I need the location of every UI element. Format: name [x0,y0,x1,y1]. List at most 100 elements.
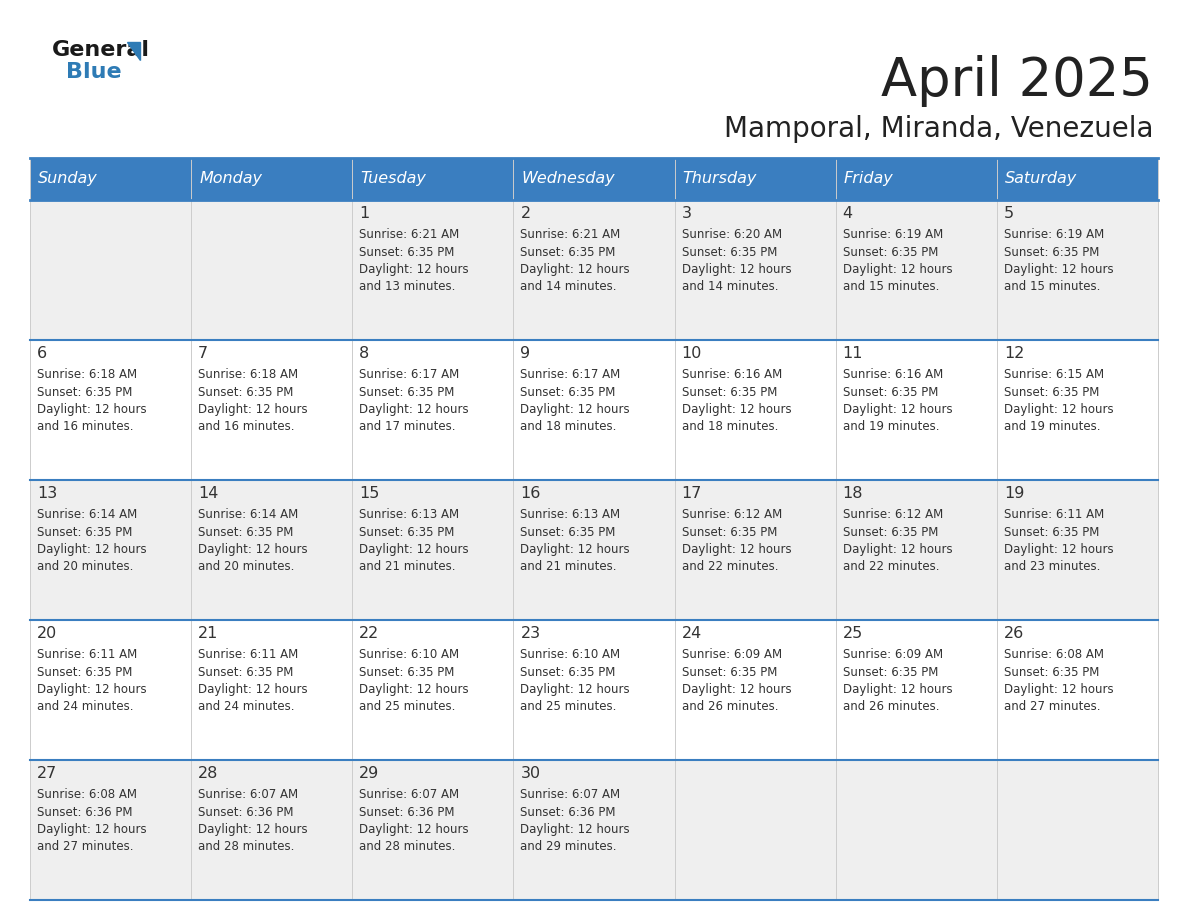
Text: Sunset: 6:35 PM: Sunset: 6:35 PM [682,245,777,259]
Text: Sunset: 6:35 PM: Sunset: 6:35 PM [37,525,132,539]
Text: 19: 19 [1004,486,1024,501]
Bar [353,158,513,200]
Text: Saturday: Saturday [1005,172,1078,186]
Text: and 25 minutes.: and 25 minutes. [359,700,456,713]
Text: Sunset: 6:35 PM: Sunset: 6:35 PM [520,386,615,398]
Text: Friday: Friday [843,172,893,186]
Bar [30,200,1158,340]
Text: 29: 29 [359,766,379,781]
Text: Daylight: 12 hours: Daylight: 12 hours [359,263,469,276]
Text: Daylight: 12 hours: Daylight: 12 hours [842,543,953,556]
Text: and 18 minutes.: and 18 minutes. [520,420,617,433]
Text: Sunset: 6:35 PM: Sunset: 6:35 PM [842,666,939,678]
Text: and 23 minutes.: and 23 minutes. [1004,561,1100,574]
Text: Daylight: 12 hours: Daylight: 12 hours [359,543,469,556]
Text: and 21 minutes.: and 21 minutes. [520,561,617,574]
Text: Sunset: 6:35 PM: Sunset: 6:35 PM [37,386,132,398]
Text: Sunset: 6:35 PM: Sunset: 6:35 PM [842,245,939,259]
Text: and 17 minutes.: and 17 minutes. [359,420,456,433]
Text: Wednesday: Wednesday [522,172,615,186]
Text: Sunrise: 6:14 AM: Sunrise: 6:14 AM [198,508,298,521]
Text: 28: 28 [198,766,219,781]
Text: Sunrise: 6:14 AM: Sunrise: 6:14 AM [37,508,138,521]
Text: 1: 1 [359,206,369,221]
Text: Mamporal, Miranda, Venezuela: Mamporal, Miranda, Venezuela [723,115,1154,143]
Text: Sunrise: 6:07 AM: Sunrise: 6:07 AM [520,788,620,801]
Text: Thursday: Thursday [683,172,757,186]
Text: Sunrise: 6:11 AM: Sunrise: 6:11 AM [1004,508,1104,521]
Text: 2: 2 [520,206,531,221]
Text: and 15 minutes.: and 15 minutes. [842,281,939,294]
Text: 26: 26 [1004,626,1024,641]
Text: Daylight: 12 hours: Daylight: 12 hours [359,403,469,416]
Text: Sunset: 6:35 PM: Sunset: 6:35 PM [842,386,939,398]
Text: Daylight: 12 hours: Daylight: 12 hours [1004,403,1113,416]
Text: April 2025: April 2025 [881,55,1154,107]
Text: Sunset: 6:35 PM: Sunset: 6:35 PM [359,666,455,678]
Text: 12: 12 [1004,346,1024,361]
Text: 18: 18 [842,486,864,501]
Bar [30,620,1158,760]
Text: and 20 minutes.: and 20 minutes. [37,561,133,574]
Text: and 14 minutes.: and 14 minutes. [520,281,617,294]
Text: Sunrise: 6:18 AM: Sunrise: 6:18 AM [198,368,298,381]
Text: Monday: Monday [200,172,263,186]
Text: Sunset: 6:35 PM: Sunset: 6:35 PM [37,666,132,678]
Text: Daylight: 12 hours: Daylight: 12 hours [682,543,791,556]
Text: Daylight: 12 hours: Daylight: 12 hours [1004,263,1113,276]
Bar [835,158,997,200]
Text: Daylight: 12 hours: Daylight: 12 hours [198,543,308,556]
Text: Daylight: 12 hours: Daylight: 12 hours [520,543,630,556]
Text: Sunset: 6:35 PM: Sunset: 6:35 PM [520,525,615,539]
Text: 20: 20 [37,626,57,641]
Text: Sunset: 6:35 PM: Sunset: 6:35 PM [520,666,615,678]
Text: 24: 24 [682,626,702,641]
Polygon shape [127,42,140,60]
Text: Sunrise: 6:10 AM: Sunrise: 6:10 AM [520,648,620,661]
Text: Sunset: 6:36 PM: Sunset: 6:36 PM [37,805,133,819]
Bar [30,158,191,200]
Text: Tuesday: Tuesday [360,172,426,186]
Text: and 26 minutes.: and 26 minutes. [842,700,940,713]
Text: Sunrise: 6:13 AM: Sunrise: 6:13 AM [520,508,620,521]
Text: Daylight: 12 hours: Daylight: 12 hours [359,683,469,696]
Text: Sunrise: 6:15 AM: Sunrise: 6:15 AM [1004,368,1104,381]
Text: Sunset: 6:35 PM: Sunset: 6:35 PM [198,525,293,539]
Text: 22: 22 [359,626,379,641]
Text: Sunrise: 6:12 AM: Sunrise: 6:12 AM [842,508,943,521]
Text: and 27 minutes.: and 27 minutes. [1004,700,1100,713]
Text: Sunrise: 6:16 AM: Sunrise: 6:16 AM [842,368,943,381]
Text: Sunrise: 6:12 AM: Sunrise: 6:12 AM [682,508,782,521]
Text: Sunset: 6:35 PM: Sunset: 6:35 PM [1004,245,1099,259]
Text: and 14 minutes.: and 14 minutes. [682,281,778,294]
Text: Daylight: 12 hours: Daylight: 12 hours [1004,543,1113,556]
Text: Sunset: 6:35 PM: Sunset: 6:35 PM [359,245,455,259]
Text: Daylight: 12 hours: Daylight: 12 hours [842,403,953,416]
Text: Daylight: 12 hours: Daylight: 12 hours [520,683,630,696]
Text: and 29 minutes.: and 29 minutes. [520,841,617,854]
Text: Sunset: 6:35 PM: Sunset: 6:35 PM [682,666,777,678]
Text: Sunset: 6:35 PM: Sunset: 6:35 PM [198,386,293,398]
Text: and 22 minutes.: and 22 minutes. [682,561,778,574]
Text: Sunset: 6:35 PM: Sunset: 6:35 PM [682,386,777,398]
Text: Sunday: Sunday [38,172,97,186]
Text: Sunrise: 6:18 AM: Sunrise: 6:18 AM [37,368,137,381]
Text: Sunrise: 6:20 AM: Sunrise: 6:20 AM [682,228,782,241]
Text: 21: 21 [198,626,219,641]
Text: and 19 minutes.: and 19 minutes. [1004,420,1100,433]
Text: Sunrise: 6:19 AM: Sunrise: 6:19 AM [1004,228,1104,241]
Text: 9: 9 [520,346,531,361]
Text: Sunset: 6:35 PM: Sunset: 6:35 PM [1004,386,1099,398]
Text: Sunrise: 6:07 AM: Sunrise: 6:07 AM [198,788,298,801]
Text: Sunrise: 6:10 AM: Sunrise: 6:10 AM [359,648,460,661]
Text: and 13 minutes.: and 13 minutes. [359,281,456,294]
Text: and 16 minutes.: and 16 minutes. [37,420,133,433]
Text: Daylight: 12 hours: Daylight: 12 hours [842,263,953,276]
Text: Sunrise: 6:09 AM: Sunrise: 6:09 AM [682,648,782,661]
Bar [513,158,675,200]
Text: Daylight: 12 hours: Daylight: 12 hours [682,683,791,696]
Text: Sunset: 6:36 PM: Sunset: 6:36 PM [359,805,455,819]
Text: 5: 5 [1004,206,1015,221]
Text: Sunset: 6:36 PM: Sunset: 6:36 PM [520,805,615,819]
Text: and 20 minutes.: and 20 minutes. [198,561,295,574]
